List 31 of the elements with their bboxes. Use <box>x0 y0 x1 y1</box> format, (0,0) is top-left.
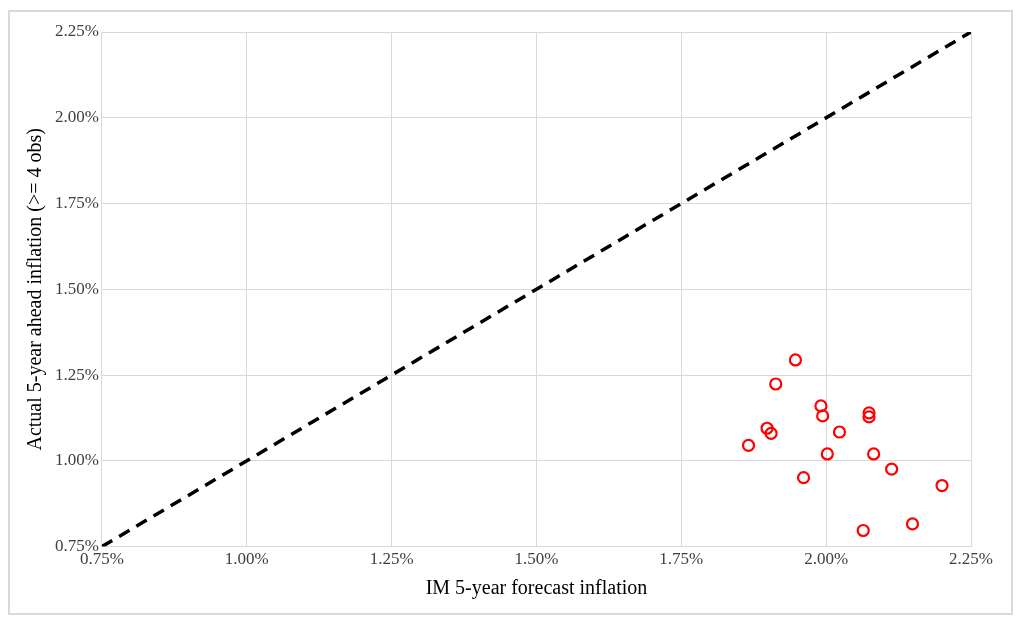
point <box>935 478 949 493</box>
x-tick-label: 1.25% <box>369 549 414 569</box>
point <box>741 438 756 452</box>
point <box>820 447 834 461</box>
point <box>862 410 876 424</box>
x-tick-label: 1.75% <box>659 549 704 569</box>
y-axis-title: Actual 5-year ahead inflation (>= 4 obs) <box>23 128 47 451</box>
point <box>814 399 828 413</box>
point <box>764 426 778 440</box>
point <box>862 406 876 420</box>
y-tick-label: 1.00% <box>54 450 99 470</box>
point <box>760 421 774 435</box>
x-tick-label: 1.00% <box>224 549 269 569</box>
y-tick-label: 1.50% <box>54 278 99 298</box>
x-tick-label: 2.25% <box>949 549 993 569</box>
point <box>788 353 803 367</box>
point <box>796 471 811 485</box>
y-tick-label: 1.25% <box>54 364 99 384</box>
point <box>885 462 899 476</box>
point <box>905 517 920 531</box>
point <box>867 447 881 461</box>
x-tick-label: 2.00% <box>804 549 849 569</box>
point <box>769 377 783 391</box>
point <box>856 523 870 538</box>
y-tick-label: 2.00% <box>54 107 99 127</box>
point <box>816 409 830 423</box>
x-tick-label: 1.50% <box>514 549 559 569</box>
y-tick-label: 2.25% <box>54 21 99 41</box>
x-axis-title: IM 5-year forecast inflation <box>425 576 648 600</box>
y-tick-label: 1.75% <box>54 193 99 212</box>
point <box>832 425 847 439</box>
